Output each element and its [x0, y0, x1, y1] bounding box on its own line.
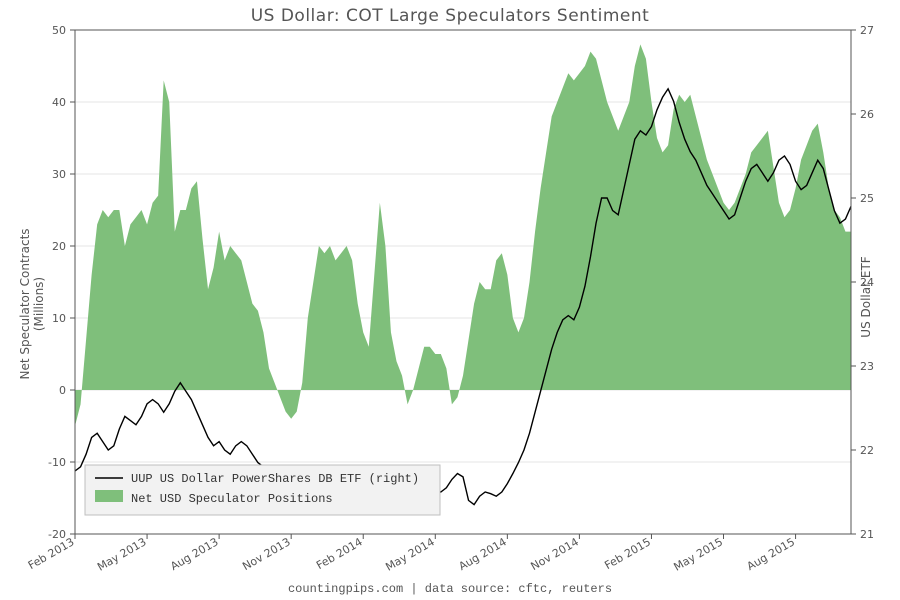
- svg-text:30: 30: [52, 168, 66, 181]
- x-axis-ticks: Feb 2013May 2013Aug 2013Nov 2013Feb 2014…: [26, 534, 797, 574]
- svg-text:Feb 2015: Feb 2015: [602, 535, 653, 572]
- svg-text:40: 40: [52, 96, 66, 109]
- svg-text:UUP US Dollar PowerShares DB E: UUP US Dollar PowerShares DB ETF (right): [131, 472, 419, 486]
- y-axis-right-ticks: 21 22 23 24 25 26 27: [851, 24, 874, 541]
- svg-text:20: 20: [52, 240, 66, 253]
- svg-text:May 2013: May 2013: [95, 535, 148, 573]
- caption: countingpips.com | data source: cftc, re…: [0, 582, 900, 596]
- svg-text:0: 0: [59, 384, 66, 397]
- svg-text:21: 21: [860, 528, 874, 541]
- chart-svg: -20-1001020304050 21222324252627 Feb 201…: [0, 0, 900, 600]
- svg-text:26: 26: [860, 108, 874, 121]
- svg-text:24: 24: [860, 276, 874, 289]
- svg-text:25: 25: [860, 192, 874, 205]
- chart-root: US Dollar: COT Large Speculators Sentime…: [0, 0, 900, 600]
- svg-text:Nov 2014: Nov 2014: [529, 535, 581, 573]
- svg-text:Nov 2013: Nov 2013: [240, 535, 292, 573]
- svg-text:Aug 2015: Aug 2015: [745, 535, 797, 573]
- svg-text:27: 27: [860, 24, 874, 37]
- svg-text:May 2015: May 2015: [672, 535, 725, 573]
- legend: UUP US Dollar PowerShares DB ETF (right)…: [85, 465, 440, 515]
- svg-text:Aug 2014: Aug 2014: [456, 535, 508, 573]
- svg-text:50: 50: [52, 24, 66, 37]
- svg-text:Net USD Speculator Positions: Net USD Speculator Positions: [131, 492, 333, 506]
- svg-text:May 2014: May 2014: [383, 535, 436, 573]
- y-axis-left-ticks: -20-1001020304050: [48, 24, 75, 541]
- svg-text:Aug 2013: Aug 2013: [168, 535, 220, 573]
- svg-text:-10: -10: [48, 456, 66, 469]
- svg-text:22: 22: [860, 444, 874, 457]
- svg-text:23: 23: [860, 360, 874, 373]
- svg-text:Feb 2014: Feb 2014: [314, 535, 365, 572]
- svg-text:10: 10: [52, 312, 66, 325]
